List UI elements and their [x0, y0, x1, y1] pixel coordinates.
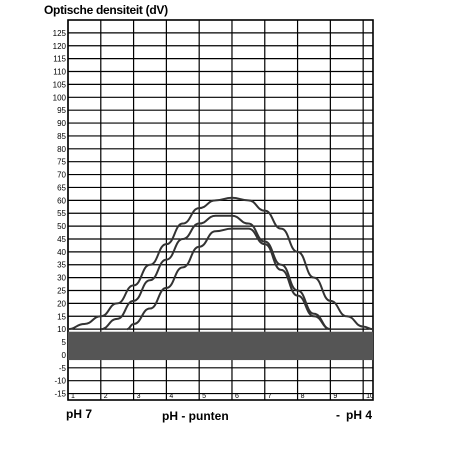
y-tick-label: 20	[57, 299, 66, 308]
x-tick-label: 3	[137, 393, 141, 400]
y-tick-label: 50	[57, 222, 66, 231]
y-tick-label: 75	[57, 158, 66, 167]
y-tick-label: 115	[53, 55, 66, 64]
series-line-2	[100, 214, 331, 331]
y-tick-label: 70	[57, 171, 66, 180]
x-tick-label: 5	[202, 393, 206, 400]
y-tick-label: 55	[57, 209, 66, 218]
y-tick-label: -15	[54, 390, 66, 399]
y-tick-label: 120	[53, 42, 67, 51]
y-tick-label: -5	[59, 364, 67, 373]
y-tick-label: 105	[53, 80, 67, 89]
x-end-label: pH 4	[346, 408, 373, 422]
x-tick-label: 4	[169, 393, 173, 400]
y-tick-label: 80	[57, 145, 66, 154]
y-tick-label: 65	[57, 183, 66, 192]
y-tick-label: 25	[57, 287, 66, 296]
y-tick-label: 90	[57, 119, 66, 128]
y-tick-label: 0	[62, 351, 67, 360]
x-tick-label: 10	[366, 393, 374, 400]
x-axis-label: pH - punten	[162, 409, 229, 423]
x-end-label-group: - pH 4	[336, 408, 372, 422]
y-tick-label: -10	[54, 377, 66, 386]
x-tick-label: 9	[333, 393, 337, 400]
series-line-1	[67, 196, 374, 331]
series-line-3	[126, 227, 331, 331]
y-tick-label: 15	[57, 312, 66, 321]
y-tick-label: 95	[57, 106, 66, 115]
y-tick-label: 100	[53, 93, 67, 102]
x-tick-label: 1	[71, 393, 75, 400]
y-tick-label: 125	[53, 29, 67, 38]
y-tick-label: 10	[57, 325, 66, 334]
x-tick-label: 8	[301, 393, 305, 400]
y-tick-label: 110	[53, 68, 66, 77]
y-tick-label: 40	[57, 248, 66, 257]
y-tick-label: 5	[62, 338, 67, 347]
x-start-label: pH 7	[66, 407, 93, 421]
y-tick-label: 35	[57, 261, 66, 270]
y-tick-label: 30	[57, 274, 66, 283]
y-tick-label: 85	[57, 132, 66, 141]
x-tick-label: 2	[104, 393, 108, 400]
baseline-band	[68, 331, 373, 361]
x-tick-label: 7	[268, 393, 272, 400]
x-end-marker: -	[336, 408, 340, 422]
chart-title: Optische densiteit (dV)	[44, 3, 168, 17]
y-tick-label: 60	[57, 196, 66, 205]
x-tick-label: 6	[235, 393, 239, 400]
y-tick-label: 45	[57, 235, 66, 244]
